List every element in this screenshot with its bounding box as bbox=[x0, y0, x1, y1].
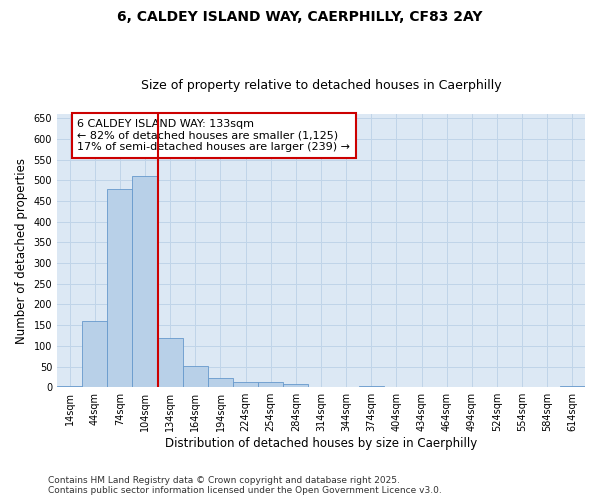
X-axis label: Distribution of detached houses by size in Caerphilly: Distribution of detached houses by size … bbox=[165, 437, 477, 450]
Title: Size of property relative to detached houses in Caerphilly: Size of property relative to detached ho… bbox=[141, 79, 502, 92]
Bar bbox=[133, 176, 158, 387]
Bar bbox=[560, 386, 585, 387]
Text: Contains HM Land Registry data © Crown copyright and database right 2025.
Contai: Contains HM Land Registry data © Crown c… bbox=[48, 476, 442, 495]
Bar bbox=[258, 382, 283, 387]
Bar bbox=[183, 366, 208, 387]
Text: 6, CALDEY ISLAND WAY, CAERPHILLY, CF83 2AY: 6, CALDEY ISLAND WAY, CAERPHILLY, CF83 2… bbox=[117, 10, 483, 24]
Bar bbox=[158, 338, 183, 387]
Bar bbox=[57, 386, 82, 387]
Y-axis label: Number of detached properties: Number of detached properties bbox=[15, 158, 28, 344]
Bar bbox=[359, 386, 384, 387]
Bar bbox=[208, 378, 233, 387]
Bar bbox=[107, 188, 133, 387]
Bar bbox=[283, 384, 308, 387]
Text: 6 CALDEY ISLAND WAY: 133sqm
← 82% of detached houses are smaller (1,125)
17% of : 6 CALDEY ISLAND WAY: 133sqm ← 82% of det… bbox=[77, 119, 350, 152]
Bar bbox=[233, 382, 258, 387]
Bar bbox=[82, 321, 107, 387]
